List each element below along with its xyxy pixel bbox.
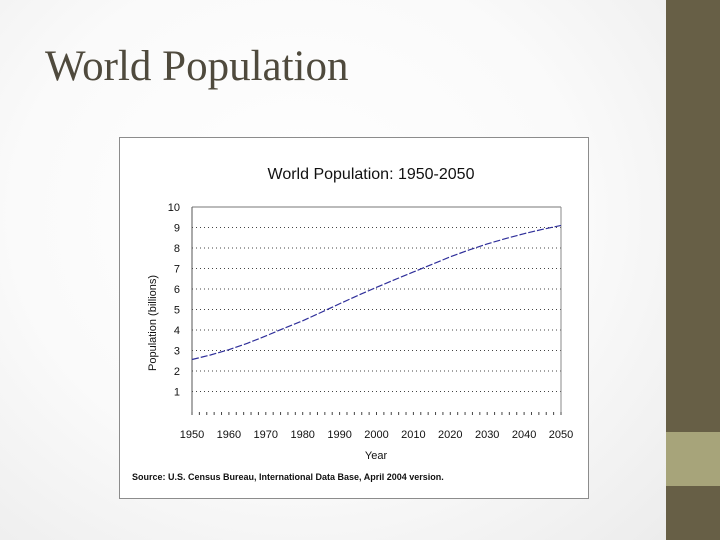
- x-tick-label: 2020: [438, 429, 462, 441]
- x-tick-labels: 1950 1960 1970 1980 1990 2000 2010 2020 2030 2040…: [180, 429, 573, 441]
- slide-title: World Population: [45, 43, 349, 90]
- y-tick-label: 7: [174, 264, 180, 276]
- axes: [191, 207, 562, 415]
- y-tick-label: 9: [174, 223, 180, 235]
- y-tick-label: 3: [174, 346, 180, 358]
- x-tick-label: 2030: [475, 429, 499, 441]
- x-tick-label: 2050: [549, 429, 573, 441]
- sidebar-accent-block: [666, 432, 720, 486]
- x-tick-label: 1980: [290, 429, 314, 441]
- x-tick-label: 1990: [327, 429, 351, 441]
- chart-frame: World Population: 1950-2050 1 2 3 4 5 6 7 8 9 10 …: [119, 137, 589, 499]
- y-tick-label: 8: [174, 243, 180, 255]
- x-axis-title: Year: [365, 450, 388, 462]
- y-tick-label: 4: [174, 325, 180, 337]
- x-tick-label: 1970: [254, 429, 278, 441]
- x-tick-label: 1950: [180, 429, 204, 441]
- y-tick-label: 5: [174, 305, 180, 317]
- y-axis-title: Population (billions): [147, 275, 159, 371]
- y-tick-label: 6: [174, 284, 180, 296]
- y-tick-label: 10: [168, 202, 180, 214]
- x-tick-label: 2040: [512, 429, 536, 441]
- y-tick-labels: 1 2 3 4 5 6 7 8 9 10: [168, 202, 180, 399]
- population-chart: World Population: 1950-2050 12345678910 …: [132, 166, 573, 482]
- series-line-world-population: [191, 224, 562, 361]
- chart-title: World Population: 1950-2050: [268, 166, 475, 183]
- x-tick-label: 2000: [364, 429, 388, 441]
- y-tick-label: 2: [174, 366, 180, 378]
- chart-source-note: Source: U.S. Census Bureau, Internationa…: [132, 472, 444, 482]
- x-tick-label: 2010: [401, 429, 425, 441]
- y-tick-label: 1: [174, 387, 180, 399]
- x-tick-label: 1960: [217, 429, 241, 441]
- gridlines: [192, 206, 561, 392]
